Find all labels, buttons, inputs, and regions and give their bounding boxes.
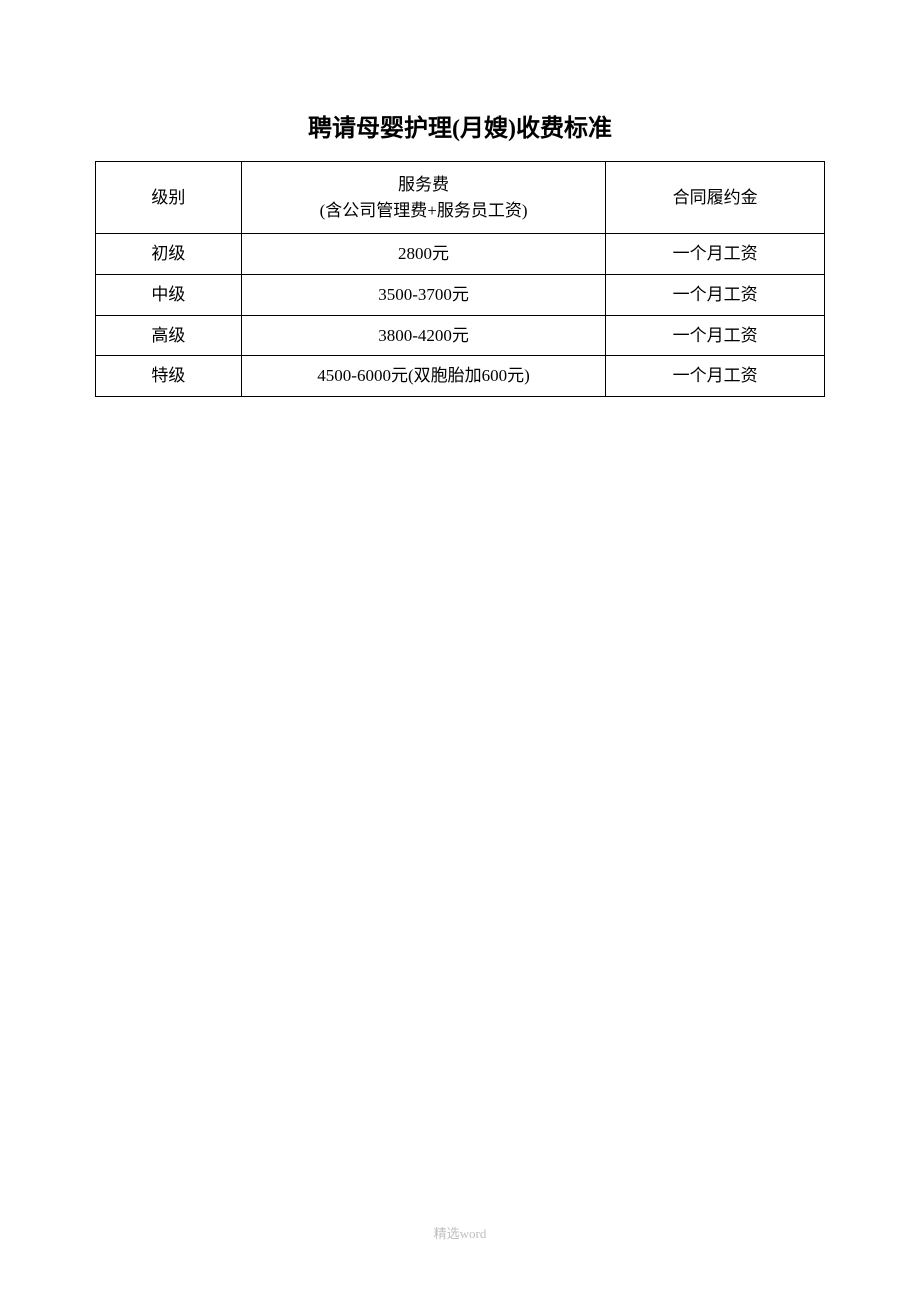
- table-row: 特级 4500-6000元(双胞胎加600元) 一个月工资: [96, 356, 825, 397]
- header-fee-line1: 服务费: [246, 172, 602, 198]
- table-row: 高级 3800-4200元 一个月工资: [96, 315, 825, 356]
- cell-level: 高级: [96, 315, 242, 356]
- header-level: 级别: [96, 162, 242, 234]
- footer-text: 精选word: [0, 1223, 920, 1242]
- cell-level: 初级: [96, 234, 242, 275]
- cell-deposit: 一个月工资: [606, 234, 825, 275]
- pricing-table: 级别 服务费 (含公司管理费+服务员工资) 合同履约金 初级 2800元 一个月…: [95, 161, 825, 397]
- cell-fee: 3500-3700元: [241, 274, 606, 315]
- header-fee: 服务费 (含公司管理费+服务员工资): [241, 162, 606, 234]
- cell-level: 特级: [96, 356, 242, 397]
- cell-fee: 2800元: [241, 234, 606, 275]
- cell-deposit: 一个月工资: [606, 356, 825, 397]
- cell-level: 中级: [96, 274, 242, 315]
- cell-deposit: 一个月工资: [606, 274, 825, 315]
- page-content: 聘请母婴护理(月嫂)收费标准 级别 服务费 (含公司管理费+服务员工资) 合同履…: [0, 0, 920, 397]
- table-row: 中级 3500-3700元 一个月工资: [96, 274, 825, 315]
- header-fee-line2: (含公司管理费+服务员工资): [246, 198, 602, 224]
- table-header-row: 级别 服务费 (含公司管理费+服务员工资) 合同履约金: [96, 162, 825, 234]
- header-deposit: 合同履约金: [606, 162, 825, 234]
- page-title: 聘请母婴护理(月嫂)收费标准: [95, 108, 825, 143]
- table-row: 初级 2800元 一个月工资: [96, 234, 825, 275]
- cell-deposit: 一个月工资: [606, 315, 825, 356]
- cell-fee: 4500-6000元(双胞胎加600元): [241, 356, 606, 397]
- cell-fee: 3800-4200元: [241, 315, 606, 356]
